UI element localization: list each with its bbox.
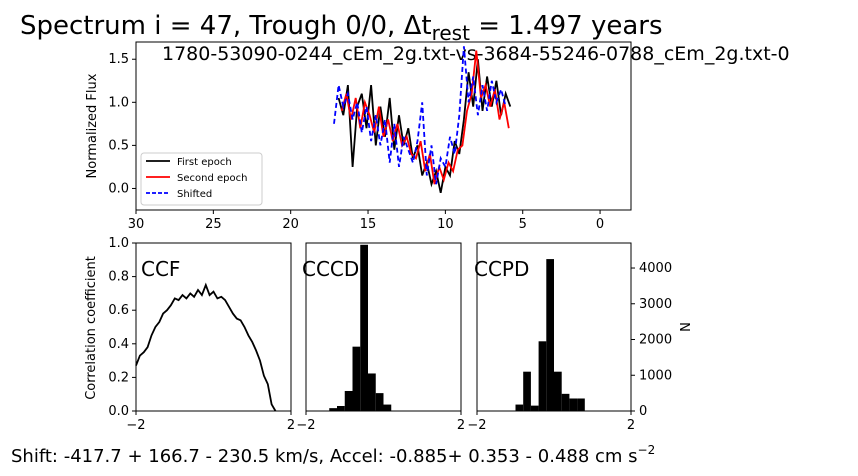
spectrum-xtick-label: 20 (282, 217, 299, 232)
ccpd-xtick-label: −2 (467, 418, 486, 433)
spectrum-xtick-label: 5 (519, 217, 527, 232)
cccd-bar (360, 244, 368, 411)
figure-title: Spectrum i = 47, Trough 0/0, Δtrest = 1.… (20, 11, 663, 45)
cccd-xtick-label: −2 (296, 418, 315, 433)
ccpd-bar (569, 398, 578, 411)
spectrum-xtick-label: 10 (437, 217, 454, 232)
cccd-bar (368, 373, 376, 411)
legend-first-epoch: First epoch (177, 157, 232, 168)
ccf-ytick-label: 0.4 (108, 337, 129, 352)
ccpd-bar (561, 393, 570, 411)
ccf-panel: CCF Correlation coefficient −2 2 0.0 0.2 0.4… (84, 236, 295, 433)
ccpd-bar (554, 371, 562, 411)
cccd-bar (337, 405, 345, 411)
ccf-label: CCF (141, 257, 180, 281)
spectrum-ylabel: Normalized Flux (85, 73, 100, 178)
cccd-bar (352, 346, 361, 411)
ccpd-bar (523, 371, 531, 411)
spectrum-xtick-label: 30 (128, 217, 145, 232)
cccd-bar (375, 393, 384, 411)
ccf-xtick-label: −2 (126, 418, 145, 433)
spectrum-axes-frame (135, 41, 632, 211)
ccpd-ytick-label: 2000 (639, 333, 672, 348)
ccpd-ytick-label: 3000 (639, 297, 672, 312)
cccd-bar (383, 404, 392, 411)
ccpd-panel: CCPD N −2 20 1000 2000 3000 4000 (467, 242, 694, 433)
ccpd-ytick-label: 1000 (639, 368, 672, 383)
ccf-ytick-label: 0.6 (108, 303, 129, 318)
legend-shifted: Shifted (177, 189, 212, 200)
ccpd-xtick-label: 2 (627, 418, 635, 433)
ccpd-label: CCPD (474, 257, 529, 281)
cccd-label: CCCD (302, 257, 359, 281)
ccpd-bar (546, 259, 554, 411)
spectrum-ytick-label: 1.0 (108, 95, 129, 110)
spectrum-ytick-label: 0.0 (108, 181, 129, 196)
ccpd-bar (577, 398, 585, 411)
legend-second-epoch: Second epoch (177, 173, 247, 184)
legend: First epoch Second epoch Shifted (140, 152, 263, 206)
ccpd-ytick-label: 4000 (639, 261, 672, 276)
ccf-ylabel: Correlation coefficient (84, 256, 99, 400)
spectrum-xtick-label: 0 (596, 217, 604, 232)
ccf-axes-frame (135, 242, 292, 412)
cccd-bar (329, 408, 337, 411)
cccd-xtick-label: 2 (457, 418, 465, 433)
spectrum-ytick-label: 0.5 (108, 138, 129, 153)
ccf-ytick-label: 1.0 (108, 236, 129, 251)
ccf-ytick-label: 0.0 (108, 404, 129, 419)
ccpd-ytick-label: 0 (639, 404, 647, 419)
ccf-ytick-label: 0.2 (108, 370, 129, 385)
spectrum-xtick-label: 25 (205, 217, 222, 232)
spectrum-xtick-label: 15 (360, 217, 377, 232)
series-shifted (333, 46, 507, 185)
ccf-ytick-label: 0.8 (108, 270, 129, 285)
spectrum-ytick-label: 1.5 (108, 52, 129, 67)
ccpd-bar (538, 341, 547, 411)
cccd-panel: CCCD −2 2 (296, 242, 465, 433)
legend-box (140, 152, 263, 206)
ccpd-ylabel: N (679, 322, 694, 332)
ccpd-bar (515, 404, 524, 411)
footer-shift-accel: Shift: -417.7 + 166.7 - 230.5 km/s, Acce… (11, 443, 655, 467)
ccf-line (135, 282, 277, 412)
spectrum-panel: Normalized Flux 30 25 20 15 10 5 0 0.0 0.5 1.0 1.5… (85, 41, 632, 232)
cccd-bar (344, 390, 353, 411)
ccf-xtick-label: 2 (287, 418, 295, 433)
ccpd-bar (530, 405, 539, 411)
